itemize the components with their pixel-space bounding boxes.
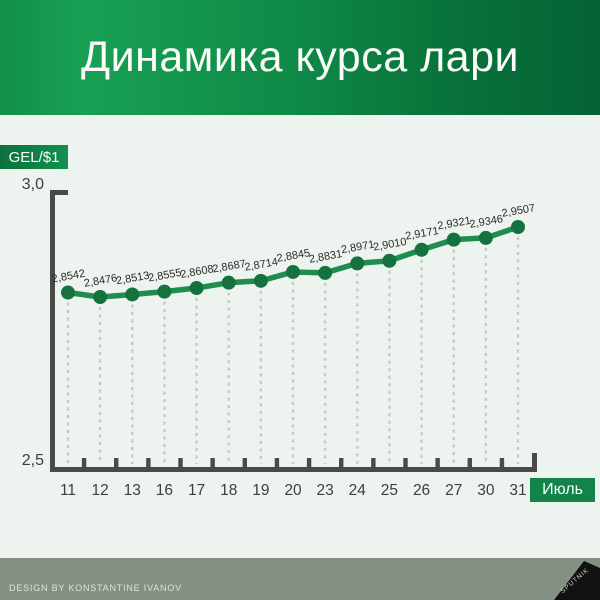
x-axis-tick: [178, 458, 183, 467]
axis-frame: [50, 190, 537, 472]
value-label: 2,9010: [372, 236, 407, 254]
value-label: 2,9507: [501, 202, 536, 220]
value-label: 2,8971: [340, 239, 375, 257]
data-point: [478, 230, 493, 245]
data-point: [221, 275, 236, 290]
data-points: [61, 219, 526, 304]
day-label: 26: [413, 482, 430, 499]
page-title: Динамика курса лари: [80, 33, 520, 81]
value-labels: 2,85422,84762,85132,85552,86082,86872,87…: [51, 202, 536, 290]
day-label: 13: [124, 482, 141, 499]
day-label: 27: [445, 482, 462, 499]
day-label: 31: [509, 482, 526, 499]
data-point: [511, 219, 526, 234]
day-label: 19: [252, 482, 269, 499]
x-axis-line: [50, 467, 537, 472]
day-label: 17: [188, 482, 205, 499]
value-label: 2,9171: [404, 225, 439, 243]
day-label: 20: [284, 482, 302, 499]
day-label: 12: [92, 482, 109, 499]
data-point: [125, 287, 140, 302]
value-label: 2,8845: [276, 247, 311, 265]
day-label: 18: [220, 482, 237, 499]
value-label: 2,8608: [179, 263, 214, 281]
data-point: [93, 290, 108, 304]
footer-bar: DESIGN BY KONSTANTINE IVANOV SPUTNIK: [0, 558, 600, 600]
dashed-gridlines: [66, 236, 520, 464]
y-axis-top-tick: [50, 190, 68, 195]
x-axis-tick: [435, 458, 440, 467]
axis-unit-label: GEL/$1: [8, 148, 60, 166]
header-banner: Динамика курса лари: [0, 0, 600, 115]
x-axis-tick: [242, 458, 247, 467]
month-label: Июль: [542, 481, 583, 498]
data-point: [446, 232, 461, 247]
day-label: 16: [156, 482, 173, 499]
sputnik-logo: SPUTNIK: [554, 561, 600, 600]
day-label: 23: [317, 482, 334, 499]
day-label: 24: [349, 482, 367, 499]
data-point: [414, 242, 429, 257]
y-axis-line: [50, 190, 55, 472]
value-label: 2,9321: [437, 215, 472, 233]
data-point: [61, 285, 75, 300]
value-label: 2,8714: [244, 256, 279, 274]
value-label: 2,8542: [51, 268, 86, 286]
value-label: 2,8831: [308, 248, 343, 266]
value-label: 2,8513: [115, 270, 150, 288]
data-point: [382, 253, 397, 268]
x-axis-tick: [306, 458, 312, 467]
day-label: 25: [381, 482, 398, 499]
value-label: 2,9346: [469, 213, 504, 231]
y-axis-max-label: 3,0: [21, 176, 44, 193]
value-label: 2,8687: [212, 258, 247, 276]
data-point: [318, 265, 333, 280]
x-axis-tick: [210, 458, 215, 467]
x-axis-end-tick: [532, 453, 537, 467]
x-axis-tick: [467, 458, 472, 467]
y-axis-min-label: 2,5: [21, 452, 44, 469]
month-badge: Июль: [530, 478, 595, 502]
x-axis-tick: [274, 458, 280, 467]
x-axis-tick: [403, 458, 408, 467]
axis-unit-badge: GEL/$1: [0, 145, 68, 169]
data-point: [157, 284, 172, 299]
design-credit: DESIGN BY KONSTANTINE IVANOV: [9, 583, 182, 593]
day-label: 30: [477, 482, 495, 499]
x-axis-tick: [81, 458, 87, 467]
data-point: [286, 264, 301, 279]
data-point: [253, 273, 268, 288]
value-label: 2,8476: [83, 272, 118, 290]
x-axis-tick: [114, 458, 119, 467]
day-labels: 11 12 13 16 17 18 19 20 23 24 25 26 27 30 31: [60, 482, 527, 499]
x-axis-tick: [146, 458, 151, 467]
x-axis-tick: [499, 458, 505, 467]
data-point: [189, 281, 204, 296]
day-label: 11: [60, 482, 76, 499]
sputnik-logo-ribbon: [554, 561, 600, 600]
x-axis-tick: [339, 458, 344, 467]
value-label: 2,8555: [147, 267, 182, 285]
data-point: [350, 256, 365, 271]
x-axis-tick: [371, 458, 376, 467]
